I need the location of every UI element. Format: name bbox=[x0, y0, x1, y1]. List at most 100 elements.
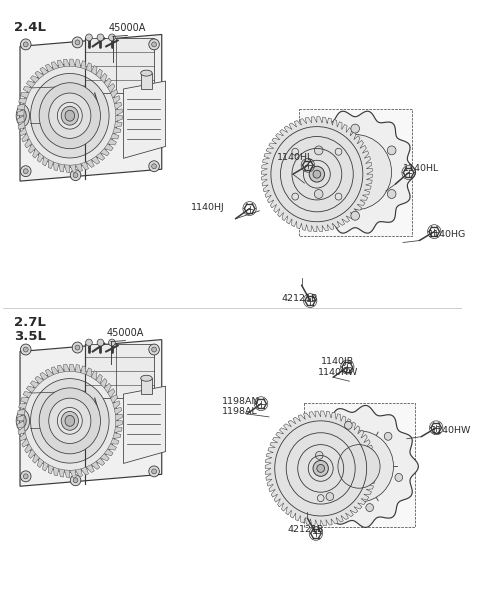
Polygon shape bbox=[28, 144, 36, 153]
Circle shape bbox=[97, 34, 104, 41]
Ellipse shape bbox=[20, 110, 26, 122]
Polygon shape bbox=[91, 461, 100, 469]
Circle shape bbox=[326, 493, 334, 500]
Circle shape bbox=[149, 161, 159, 172]
Bar bbox=[141, 73, 152, 89]
Polygon shape bbox=[104, 144, 113, 150]
Ellipse shape bbox=[20, 415, 26, 427]
Ellipse shape bbox=[141, 376, 152, 381]
Circle shape bbox=[85, 34, 92, 41]
Text: 1140HG: 1140HG bbox=[428, 230, 466, 239]
Polygon shape bbox=[113, 128, 121, 133]
Polygon shape bbox=[48, 159, 53, 169]
Polygon shape bbox=[295, 111, 416, 233]
Polygon shape bbox=[26, 81, 36, 88]
Polygon shape bbox=[40, 373, 48, 380]
Polygon shape bbox=[115, 109, 122, 116]
Polygon shape bbox=[91, 156, 100, 164]
Polygon shape bbox=[108, 444, 117, 450]
Text: 1198AN: 1198AN bbox=[221, 396, 259, 405]
Polygon shape bbox=[22, 133, 29, 142]
Circle shape bbox=[324, 431, 394, 502]
Ellipse shape bbox=[49, 398, 91, 444]
Ellipse shape bbox=[65, 110, 74, 121]
Polygon shape bbox=[37, 458, 44, 467]
Circle shape bbox=[24, 347, 28, 352]
Polygon shape bbox=[104, 383, 111, 393]
Polygon shape bbox=[17, 116, 24, 122]
Polygon shape bbox=[45, 369, 53, 377]
Polygon shape bbox=[37, 153, 44, 162]
Polygon shape bbox=[100, 149, 109, 156]
Ellipse shape bbox=[16, 410, 30, 432]
Ellipse shape bbox=[61, 106, 78, 125]
Circle shape bbox=[152, 164, 156, 169]
Ellipse shape bbox=[31, 73, 109, 158]
Circle shape bbox=[108, 339, 115, 346]
Circle shape bbox=[75, 345, 80, 350]
Polygon shape bbox=[86, 63, 91, 72]
Polygon shape bbox=[70, 470, 76, 478]
Polygon shape bbox=[86, 159, 94, 167]
Polygon shape bbox=[96, 153, 105, 161]
Circle shape bbox=[338, 445, 380, 488]
Polygon shape bbox=[21, 93, 29, 98]
Polygon shape bbox=[43, 461, 48, 471]
Polygon shape bbox=[104, 78, 111, 88]
Bar bbox=[141, 378, 152, 394]
Ellipse shape bbox=[39, 83, 100, 149]
Polygon shape bbox=[21, 398, 29, 404]
Circle shape bbox=[73, 173, 78, 178]
Circle shape bbox=[149, 344, 159, 355]
Polygon shape bbox=[96, 69, 102, 79]
Circle shape bbox=[387, 189, 396, 198]
Polygon shape bbox=[75, 365, 81, 373]
Circle shape bbox=[72, 37, 83, 48]
Polygon shape bbox=[113, 401, 120, 409]
Circle shape bbox=[315, 451, 323, 459]
Polygon shape bbox=[19, 404, 27, 409]
Text: 2.4L: 2.4L bbox=[14, 21, 46, 33]
Polygon shape bbox=[63, 59, 70, 67]
Polygon shape bbox=[91, 371, 97, 380]
Polygon shape bbox=[35, 376, 44, 384]
Polygon shape bbox=[115, 414, 122, 421]
Polygon shape bbox=[301, 405, 419, 527]
Text: 1140HW: 1140HW bbox=[431, 426, 471, 435]
Polygon shape bbox=[17, 110, 24, 116]
Polygon shape bbox=[265, 411, 376, 526]
Circle shape bbox=[21, 166, 31, 177]
Polygon shape bbox=[59, 469, 64, 477]
Polygon shape bbox=[20, 340, 162, 486]
Polygon shape bbox=[114, 122, 122, 128]
Circle shape bbox=[366, 504, 373, 512]
Bar bbox=[85, 344, 154, 398]
Circle shape bbox=[24, 474, 28, 479]
Text: 45000A: 45000A bbox=[108, 23, 146, 32]
Circle shape bbox=[24, 169, 28, 174]
Circle shape bbox=[317, 464, 324, 472]
Text: 42121B: 42121B bbox=[287, 525, 324, 534]
Polygon shape bbox=[17, 421, 24, 427]
Ellipse shape bbox=[65, 416, 74, 426]
Ellipse shape bbox=[31, 378, 109, 463]
Bar bbox=[304, 403, 415, 527]
Polygon shape bbox=[104, 449, 113, 456]
Polygon shape bbox=[108, 139, 117, 145]
Polygon shape bbox=[100, 378, 107, 388]
Circle shape bbox=[313, 170, 321, 178]
Polygon shape bbox=[57, 365, 64, 373]
Text: 1140JB: 1140JB bbox=[322, 357, 355, 366]
Polygon shape bbox=[96, 458, 105, 466]
Polygon shape bbox=[100, 454, 109, 461]
Polygon shape bbox=[59, 164, 64, 172]
Bar bbox=[299, 109, 412, 236]
Polygon shape bbox=[115, 421, 122, 427]
Circle shape bbox=[314, 189, 323, 198]
Ellipse shape bbox=[22, 64, 118, 167]
Ellipse shape bbox=[58, 102, 82, 129]
Polygon shape bbox=[51, 367, 59, 374]
Polygon shape bbox=[64, 470, 70, 478]
Circle shape bbox=[351, 211, 360, 220]
Circle shape bbox=[75, 40, 80, 45]
